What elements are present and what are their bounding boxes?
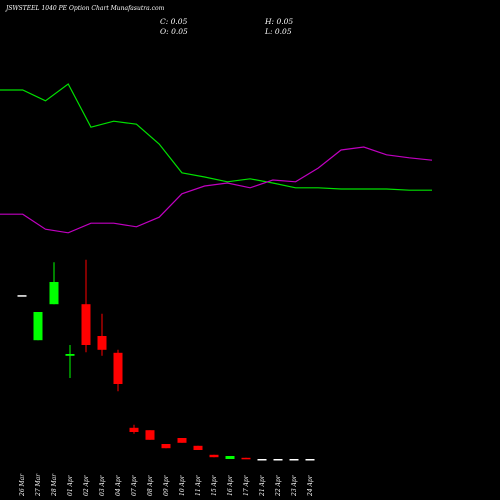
x-tick-label: 11 Apr [195, 474, 202, 496]
x-tick-label: 03 Apr [99, 474, 106, 496]
candle-body [65, 354, 75, 356]
candle-body [177, 438, 187, 443]
x-tick-label: 21 Apr [259, 474, 266, 497]
summary-value: 0.05 [276, 17, 293, 26]
x-tick-label: 23 Apr [291, 474, 298, 497]
candle-body [49, 282, 59, 305]
x-tick-label: 07 Apr [131, 474, 138, 496]
x-tick-label: 22 Apr [275, 474, 282, 497]
summary-label: O: [160, 27, 169, 36]
summary-label: C: [160, 17, 169, 26]
candle-body [33, 312, 43, 341]
x-tick-label: 15 Apr [211, 474, 218, 496]
x-tick-label: 04 Apr [115, 474, 122, 496]
x-tick-label: 26 Mar [19, 473, 26, 497]
x-tick-label: 24 Apr [307, 474, 314, 497]
candle-body [97, 336, 107, 350]
candle-body [289, 459, 299, 461]
chart-title: JSWSTEEL 1040 PE Option Chart Munafasutr… [4, 5, 165, 12]
candle-body [209, 454, 219, 458]
x-tick-label: 17 Apr [243, 474, 250, 496]
candle-body [17, 295, 27, 297]
summary-label: L: [264, 27, 273, 36]
x-tick-label: 09 Apr [163, 474, 170, 496]
summary-item: H: 0.05 [264, 17, 293, 26]
x-tick-label: 01 Apr [67, 474, 74, 496]
indicator-line [0, 83, 432, 191]
candle-body [305, 459, 315, 461]
candle-body [193, 445, 203, 450]
candle-body [273, 459, 283, 461]
candle-body [225, 456, 235, 459]
indicator-line [0, 146, 433, 234]
summary-item: O: 0.05 [160, 27, 188, 36]
summary-label: H: [264, 17, 275, 26]
summary-value: 0.05 [171, 27, 188, 36]
x-tick-label: 27 Mar [35, 473, 42, 497]
x-tick-label: 10 Apr [179, 474, 186, 496]
summary-item: C: 0.05 [160, 17, 188, 26]
candle-body [113, 352, 123, 384]
summary-value: 0.05 [171, 17, 188, 26]
candle-body [241, 457, 251, 460]
summary-value: 0.05 [275, 27, 292, 36]
x-tick-label: 02 Apr [83, 474, 90, 496]
candle-body [161, 444, 171, 449]
x-tick-label: 16 Apr [227, 474, 234, 496]
x-tick-label: 28 Mar [51, 473, 58, 497]
candle-body [257, 459, 267, 461]
candle-body [81, 304, 91, 345]
candle-body [129, 427, 139, 432]
candle-body [145, 430, 155, 440]
summary-item: L: 0.05 [264, 27, 292, 36]
x-tick-label: 08 Apr [147, 474, 154, 496]
